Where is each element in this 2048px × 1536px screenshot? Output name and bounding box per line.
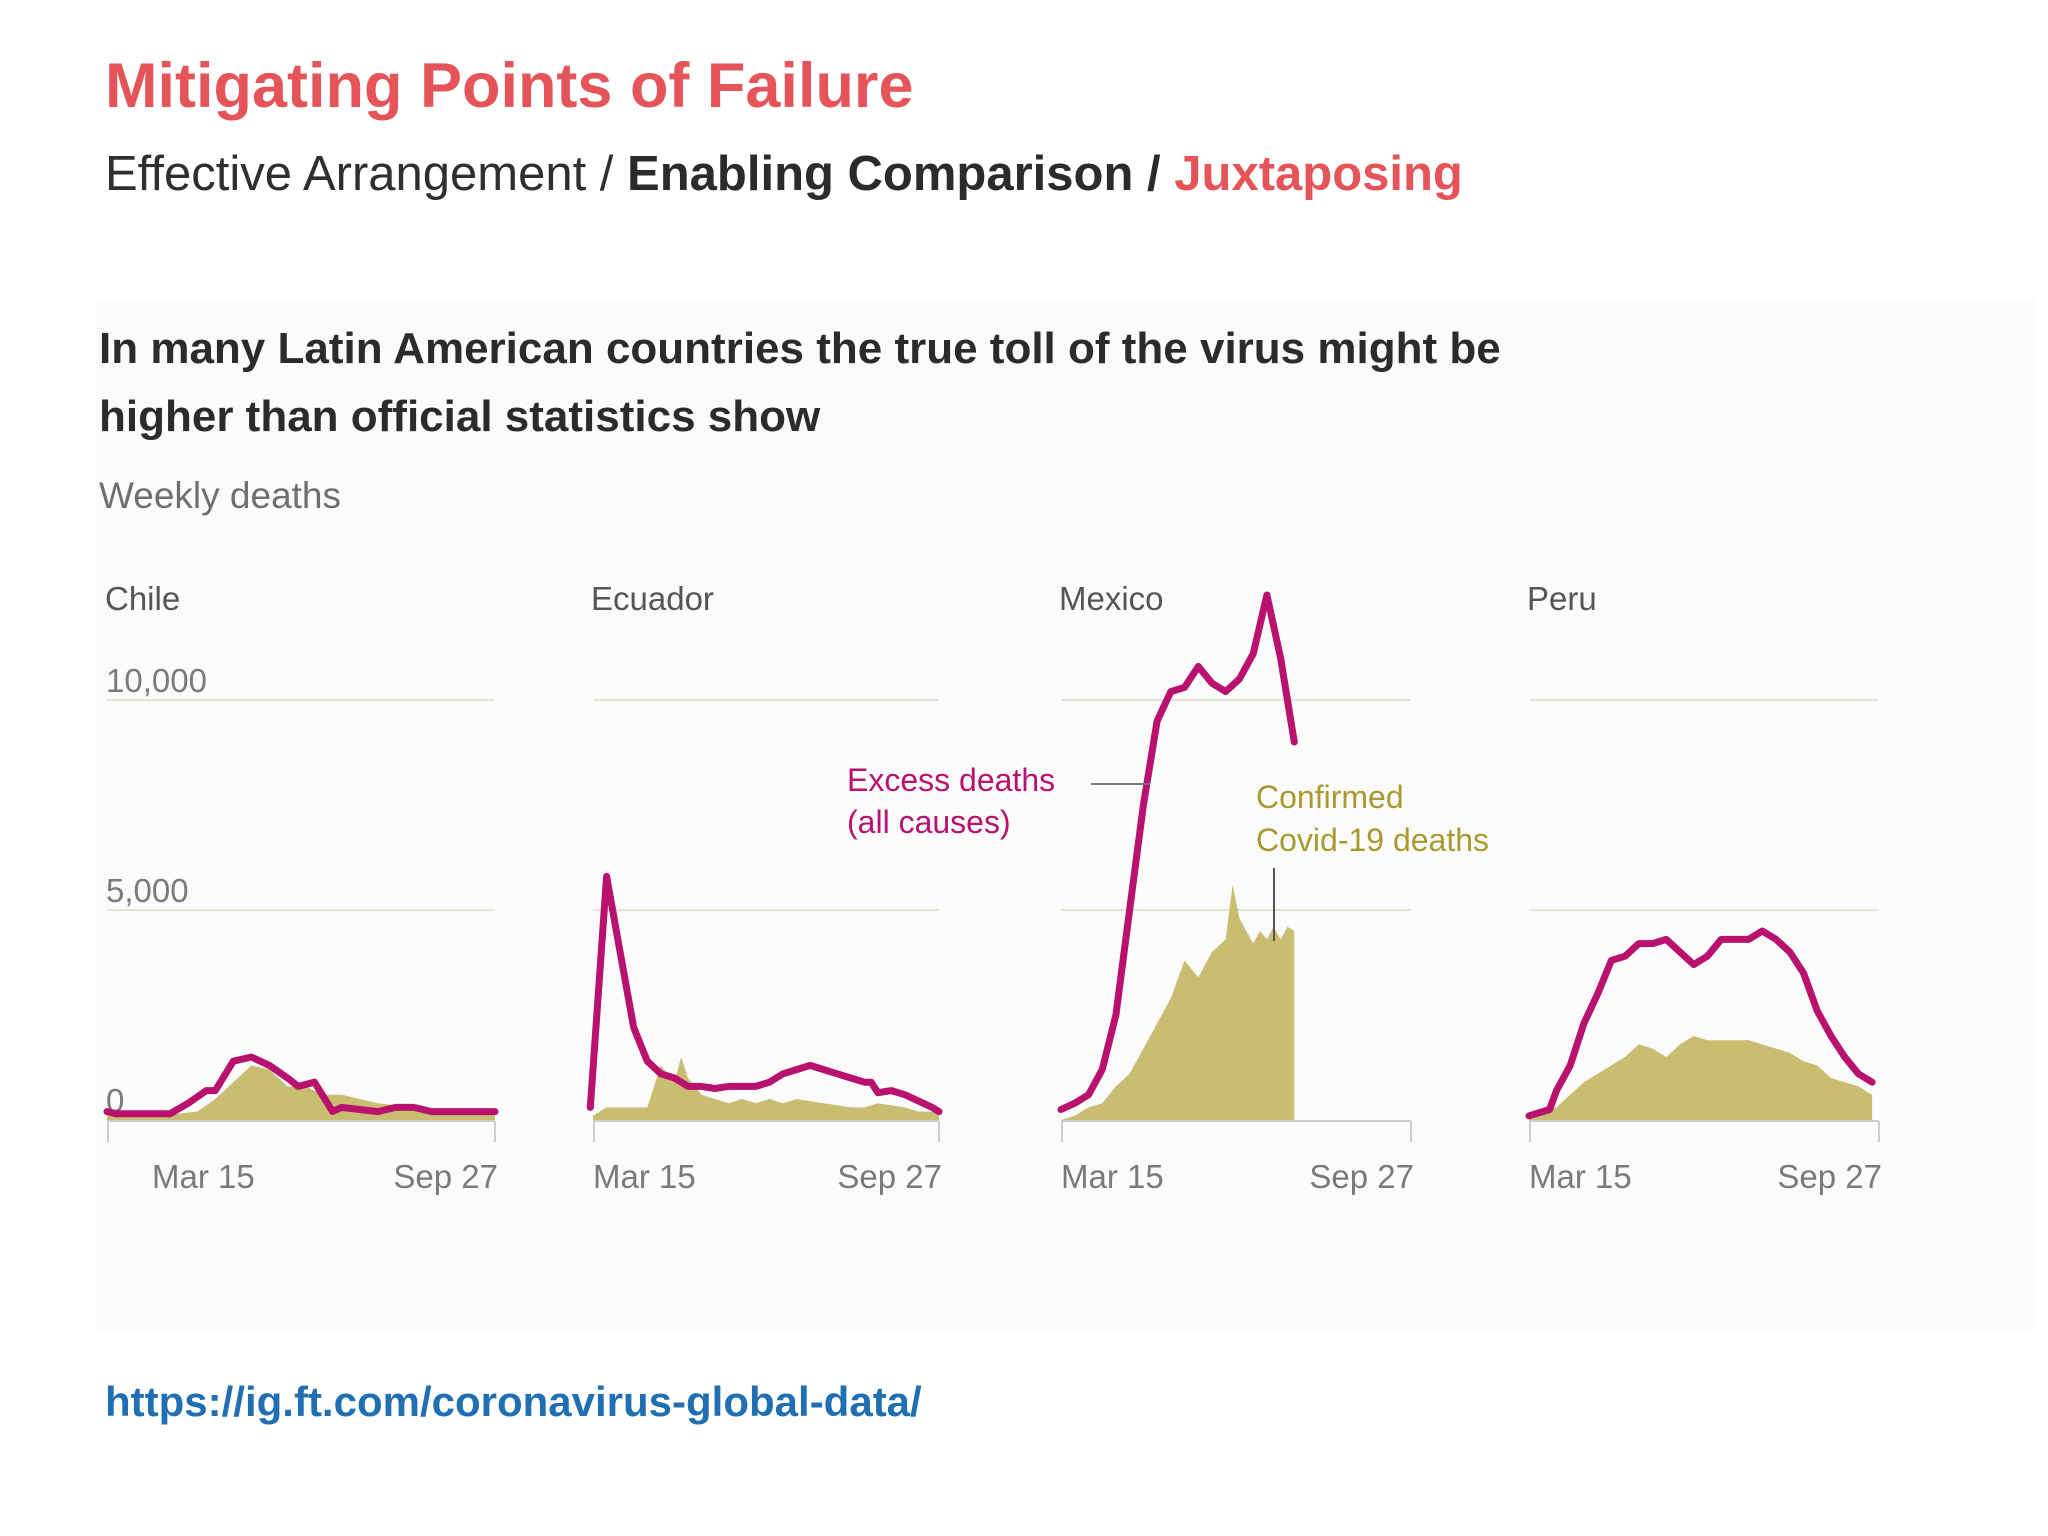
y-tick-label-10000: 10,000 xyxy=(106,662,207,699)
panel-label-chile: Chile xyxy=(105,580,180,617)
source-link[interactable]: https://ig.ft.com/coronavirus-global-dat… xyxy=(105,1378,922,1425)
x-tick-label-end-mexico: Sep 27 xyxy=(1309,1158,1414,1195)
chart-title-line-1: In many Latin American countries the tru… xyxy=(99,324,1501,373)
x-tick-label-start-peru: Mar 15 xyxy=(1529,1158,1632,1195)
y-tick-label-5000: 5,000 xyxy=(106,872,189,909)
x-tick-label-start-ecuador: Mar 15 xyxy=(593,1158,696,1195)
confirmed-deaths-area-mexico xyxy=(1061,884,1295,1120)
breadcrumb-item-juxtaposing: Juxtaposing xyxy=(1174,147,1463,201)
annotation-excess-line-1: Excess deaths xyxy=(847,762,1055,798)
x-tick-label-start-mexico: Mar 15 xyxy=(1061,1158,1164,1195)
x-tick-label-end-peru: Sep 27 xyxy=(1777,1158,1882,1195)
panel-label-peru: Peru xyxy=(1527,580,1597,617)
chart-subtitle: Weekly deaths xyxy=(99,475,341,516)
annotation-confirmed-line-2: Covid-19 deaths xyxy=(1256,822,1489,858)
panel-label-ecuador: Ecuador xyxy=(591,580,714,617)
excess-deaths-line-ecuador xyxy=(586,872,943,1116)
confirmed-deaths-area-peru xyxy=(1529,1036,1873,1120)
x-tick-label-end-ecuador: Sep 27 xyxy=(837,1158,942,1195)
slide-title: Mitigating Points of Failure xyxy=(105,51,914,121)
x-tick-label-start-chile: Mar 15 xyxy=(152,1158,255,1195)
excess-deaths-line-peru xyxy=(1525,927,1876,1120)
chart-title-line-2: higher than official statistics show xyxy=(99,392,821,441)
x-tick-label-end-chile: Sep 27 xyxy=(393,1158,498,1195)
annotation-confirmed-line-1: Confirmed xyxy=(1256,779,1404,815)
breadcrumb: Effective Arrangement / Enabling Compari… xyxy=(105,147,1463,202)
annotation-excess-line-2: (all causes) xyxy=(847,804,1011,840)
confirmed-deaths-area-ecuador xyxy=(593,1057,939,1120)
excess-deaths-line-mexico xyxy=(1057,591,1298,1113)
chart-panel: In many Latin American countries the tru… xyxy=(95,300,2035,1330)
excess-deaths-line-chile xyxy=(103,1053,499,1118)
breadcrumb-item-effective-arrangement: Effective Arrangement / xyxy=(105,147,628,201)
panel-label-mexico: Mexico xyxy=(1059,580,1164,617)
breadcrumb-item-enabling-comparison: Enabling Comparison / xyxy=(627,147,1175,201)
small-multiples-chart: In many Latin American countries the tru… xyxy=(99,324,1882,1195)
